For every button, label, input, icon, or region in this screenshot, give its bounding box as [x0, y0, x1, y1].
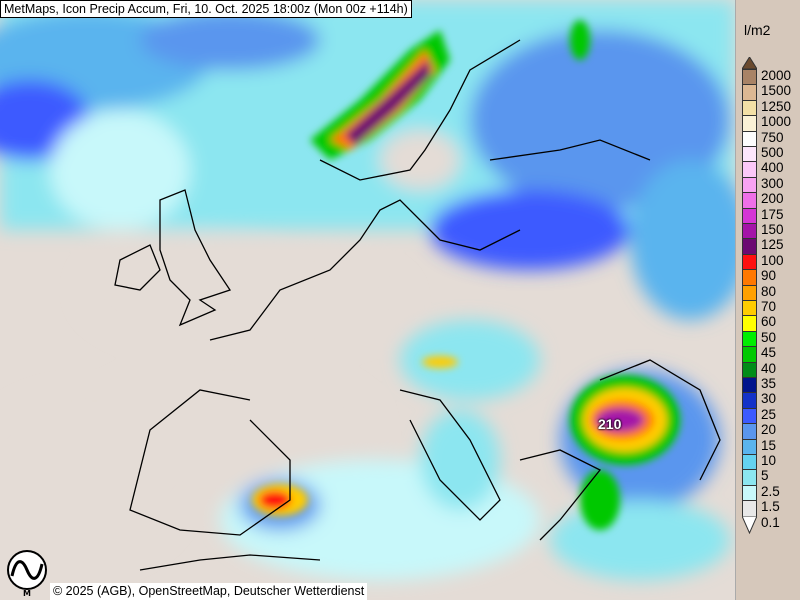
legend-label: 150	[761, 222, 784, 237]
legend-label: 125	[761, 237, 784, 253]
legend-label: 2.5	[761, 483, 780, 499]
legend-swatch	[742, 146, 757, 163]
legend-label: 300	[761, 175, 784, 191]
legend-swatch	[742, 500, 757, 517]
legend-unit: l/m2	[744, 22, 771, 38]
legend-swatch	[742, 84, 757, 101]
legend-label: 400	[761, 160, 784, 176]
legend-swatch	[742, 130, 757, 147]
legend-label: 1250	[761, 98, 792, 114]
legend-swatch	[742, 469, 757, 486]
coastlines	[114, 39, 721, 571]
legend-label: 20	[761, 422, 777, 438]
heavy-precip	[252, 20, 680, 530]
precipitation-map[interactable]: 210 MetMaps, Icon Precip Accum, Fri, 10.…	[0, 0, 735, 600]
legend-swatch	[742, 377, 757, 394]
legend-swatch	[742, 269, 757, 286]
legend-label: 175	[761, 206, 784, 222]
legend-label: 1000	[761, 114, 792, 130]
legend-label: 500	[761, 145, 784, 160]
legend-swatch	[742, 484, 757, 502]
legend-label: 40	[761, 360, 777, 376]
legend-label: 5	[761, 468, 769, 484]
legend-swatch	[742, 284, 757, 301]
legend-swatch	[742, 392, 757, 409]
legend-label: 90	[761, 268, 777, 284]
legend-swatch	[742, 69, 757, 86]
legend-swatch	[742, 407, 757, 425]
legend-swatch	[742, 330, 757, 348]
legend-label: 100	[761, 252, 784, 268]
legend-label: 750	[761, 129, 784, 145]
legend-label: 50	[761, 329, 777, 345]
legend-label: 30	[761, 391, 777, 407]
legend-bottom-arrow-icon	[742, 515, 757, 534]
legend-swatch	[742, 176, 757, 194]
legend-swatch	[742, 346, 757, 363]
attribution: © 2025 (AGB), OpenStreetMap, Deutscher W…	[50, 583, 368, 600]
legend-label: 200	[761, 191, 784, 207]
legend-label: 1500	[761, 83, 792, 99]
legend-label: 15	[761, 437, 777, 453]
legend-label: 70	[761, 299, 777, 314]
legend-swatch	[742, 315, 757, 332]
legend-swatch	[742, 300, 757, 317]
legend-swatch	[742, 253, 757, 271]
svg-text:M: M	[23, 589, 31, 598]
legend-top-arrow-icon	[742, 57, 757, 69]
legend-label: 45	[761, 345, 777, 361]
legend-swatch	[742, 207, 757, 224]
metmaps-logo: M	[2, 546, 52, 598]
legend-swatch	[742, 161, 757, 178]
legend-swatch	[742, 454, 757, 471]
legend-label: 0.1	[761, 514, 780, 530]
map-title: MetMaps, Icon Precip Accum, Fri, 10. Oct…	[0, 0, 412, 18]
legend-swatch	[742, 238, 757, 255]
legend-swatch	[742, 423, 757, 440]
legend-swatch	[742, 361, 757, 378]
legend-swatch	[742, 438, 757, 455]
max-value-label: 210	[598, 416, 622, 432]
legend-label: 10	[761, 453, 777, 468]
legend-label: 35	[761, 376, 777, 391]
legend-swatch	[742, 192, 757, 209]
legend-label: 60	[761, 314, 777, 330]
precip-field	[0, 0, 735, 580]
legend-swatch	[742, 223, 757, 240]
legend-label: 25	[761, 406, 777, 422]
color-legend: l/m2 2000 1500 1250 1000 750 500 400 300 200 175 1…	[735, 0, 800, 600]
map-layer	[0, 0, 735, 580]
legend-label: 2000	[761, 68, 792, 83]
legend-swatch	[742, 99, 757, 117]
legend-swatch	[742, 115, 757, 132]
legend-label: 1.5	[761, 499, 780, 515]
legend-label: 80	[761, 283, 777, 299]
